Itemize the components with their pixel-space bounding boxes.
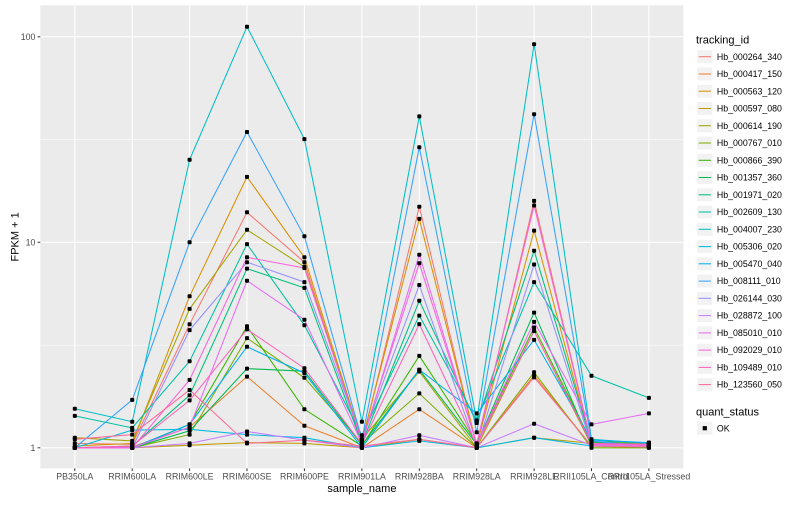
svg-text:RRIM901LA: RRIM901LA (338, 472, 386, 482)
svg-text:Hb_000597_080: Hb_000597_080 (717, 104, 782, 114)
svg-text:Hb_008111_010: Hb_008111_010 (717, 276, 781, 286)
svg-text:Hb_002609_130: Hb_002609_130 (717, 207, 782, 217)
svg-text:Hb_026144_030: Hb_026144_030 (717, 293, 782, 303)
svg-text:Hb_005470_040: Hb_005470_040 (717, 259, 782, 269)
svg-text:Hb_000767_010: Hb_000767_010 (717, 138, 782, 148)
svg-text:Hb_001971_020: Hb_001971_020 (717, 190, 782, 200)
svg-text:tracking_id: tracking_id (696, 35, 749, 47)
svg-text:PB350LA: PB350LA (56, 472, 93, 482)
svg-text:10: 10 (26, 237, 36, 247)
svg-text:quant_status: quant_status (696, 406, 759, 418)
svg-text:OK: OK (717, 423, 730, 433)
svg-text:RRIM928BA: RRIM928BA (395, 472, 444, 482)
svg-text:Hb_000563_120: Hb_000563_120 (717, 86, 782, 96)
svg-text:Hb_001357_360: Hb_001357_360 (717, 173, 782, 183)
svg-text:RRIM600PE: RRIM600PE (280, 472, 329, 482)
svg-text:Hb_109489_010: Hb_109489_010 (717, 363, 782, 373)
svg-text:Hb_000866_390: Hb_000866_390 (717, 155, 782, 165)
svg-text:Hb_092029_010: Hb_092029_010 (717, 345, 782, 355)
svg-text:Hb_004007_230: Hb_004007_230 (717, 224, 782, 234)
svg-text:RRIM600SE: RRIM600SE (223, 472, 272, 482)
svg-text:RRII105LA_Stressed: RRII105LA_Stressed (608, 472, 691, 482)
svg-text:1: 1 (30, 443, 35, 453)
svg-text:Hb_028872_100: Hb_028872_100 (717, 311, 782, 321)
svg-text:RRIM928LE: RRIM928LE (510, 472, 558, 482)
svg-text:sample_name: sample_name (327, 483, 396, 495)
svg-text:Hb_123560_050: Hb_123560_050 (717, 380, 782, 390)
svg-text:Hb_085010_010: Hb_085010_010 (717, 328, 782, 338)
svg-text:FPKM + 1: FPKM + 1 (10, 212, 22, 261)
svg-text:RRIM600LA: RRIM600LA (108, 472, 156, 482)
svg-text:100: 100 (21, 32, 36, 42)
svg-text:Hb_005306_020: Hb_005306_020 (717, 242, 782, 252)
svg-text:Hb_000417_150: Hb_000417_150 (717, 69, 782, 79)
svg-text:RRIM928LA: RRIM928LA (453, 472, 501, 482)
svg-text:RRIM600LE: RRIM600LE (166, 472, 214, 482)
svg-text:Hb_000614_190: Hb_000614_190 (717, 121, 782, 131)
svg-text:RRII105LA_Control: RRII105LA_Control (553, 472, 629, 482)
svg-text:Hb_000264_340: Hb_000264_340 (717, 52, 782, 62)
